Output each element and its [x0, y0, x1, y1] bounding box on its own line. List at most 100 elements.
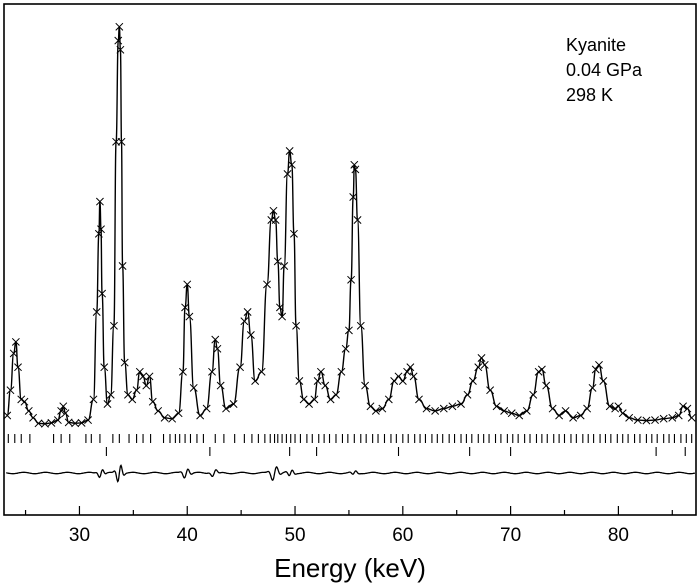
observed-point	[251, 377, 260, 385]
x-tick-label: 40	[177, 525, 198, 546]
observed-point	[555, 411, 564, 420]
observed-point	[679, 402, 688, 411]
observed-point	[486, 386, 495, 395]
observed-point	[337, 367, 346, 376]
observed-point	[295, 377, 304, 385]
observed-point	[289, 229, 298, 238]
x-tick-label: 50	[284, 525, 305, 546]
observed-point	[17, 395, 26, 404]
observed-point	[548, 404, 557, 413]
observed-point	[211, 335, 220, 344]
observed-point	[208, 367, 216, 376]
observed-point	[53, 416, 62, 425]
observed-point	[97, 225, 105, 234]
observed-point	[542, 381, 551, 390]
observed-point	[474, 363, 483, 372]
observed-point	[9, 349, 18, 358]
observed-point	[415, 395, 423, 404]
observed-point	[14, 363, 22, 372]
observed-point	[145, 372, 154, 381]
observed-point	[292, 321, 301, 330]
observed-point	[569, 413, 578, 422]
observed-point	[371, 406, 380, 415]
difference-curve	[6, 464, 696, 483]
observed-point	[659, 414, 668, 423]
observed-point	[534, 367, 543, 376]
x-axis-tick-labels: 30 40 50 60 70 80	[69, 525, 629, 546]
observed-point	[326, 395, 335, 404]
observed-point	[47, 418, 56, 427]
observed-point	[561, 406, 570, 415]
observed-point	[59, 402, 68, 411]
x-tick-label: 60	[392, 525, 413, 546]
observed-point	[34, 419, 43, 428]
observed-point	[213, 344, 222, 353]
observed-point	[599, 377, 608, 385]
observed-point	[269, 206, 278, 215]
observed-point	[142, 381, 151, 390]
observed-point	[6, 386, 15, 395]
observed-point	[106, 390, 115, 399]
observed-point	[267, 216, 276, 224]
annotation-pressure: 0.04 GPa	[566, 60, 643, 80]
observed-point	[605, 402, 614, 411]
observed-point	[463, 390, 472, 399]
observed-point	[120, 358, 129, 367]
observed-point	[183, 280, 192, 289]
observed-point	[313, 377, 322, 385]
observed-point	[448, 402, 457, 411]
x-axis-title: Energy (keV)	[274, 553, 426, 583]
observed-point	[595, 360, 603, 369]
observed-point	[406, 363, 415, 372]
observed-point	[668, 413, 677, 422]
observed-point	[103, 400, 112, 408]
observed-point	[347, 275, 356, 284]
observed-point	[477, 354, 486, 362]
observed-point	[588, 383, 597, 392]
observed-point	[299, 395, 308, 404]
observed-point	[687, 413, 696, 422]
observed-point	[591, 365, 600, 374]
observed-point	[353, 216, 362, 224]
observed-point	[3, 411, 12, 420]
observed-point	[174, 409, 183, 418]
observed-point	[185, 312, 194, 321]
annotation-temperature: 298 K	[566, 85, 613, 105]
observed-point	[321, 381, 330, 390]
observed-point	[398, 377, 407, 385]
observed-point	[618, 409, 627, 418]
observed-point	[283, 170, 292, 178]
observed-point	[115, 22, 124, 31]
observed-point	[246, 331, 255, 339]
observed-point	[310, 395, 319, 404]
observed-point	[229, 400, 238, 408]
observed-point	[243, 308, 252, 316]
annotation-sample: Kyanite	[566, 35, 626, 55]
observed-point	[92, 308, 101, 316]
observed-point	[273, 257, 282, 266]
observed-data-markers	[3, 22, 696, 428]
observed-point	[61, 409, 70, 418]
observed-point	[263, 280, 271, 289]
observed-point	[154, 406, 163, 415]
observed-point	[275, 303, 284, 312]
observed-point	[468, 377, 477, 385]
observed-point	[11, 337, 20, 346]
observed-point	[332, 390, 340, 399]
reflection-tick-marks	[7, 434, 693, 456]
observed-point	[271, 216, 280, 224]
observed-point	[409, 372, 418, 381]
observed-point	[117, 137, 126, 146]
observed-point	[95, 197, 104, 206]
observed-point	[41, 419, 49, 428]
observed-point	[384, 395, 393, 404]
observed-point	[139, 372, 148, 381]
observed-point	[611, 404, 620, 413]
observed-point	[196, 411, 205, 420]
observed-point	[316, 367, 325, 376]
observed-point	[507, 409, 516, 418]
observed-point	[178, 367, 187, 376]
observed-point	[674, 411, 683, 420]
observed-point	[576, 411, 585, 420]
observed-point	[89, 395, 98, 404]
